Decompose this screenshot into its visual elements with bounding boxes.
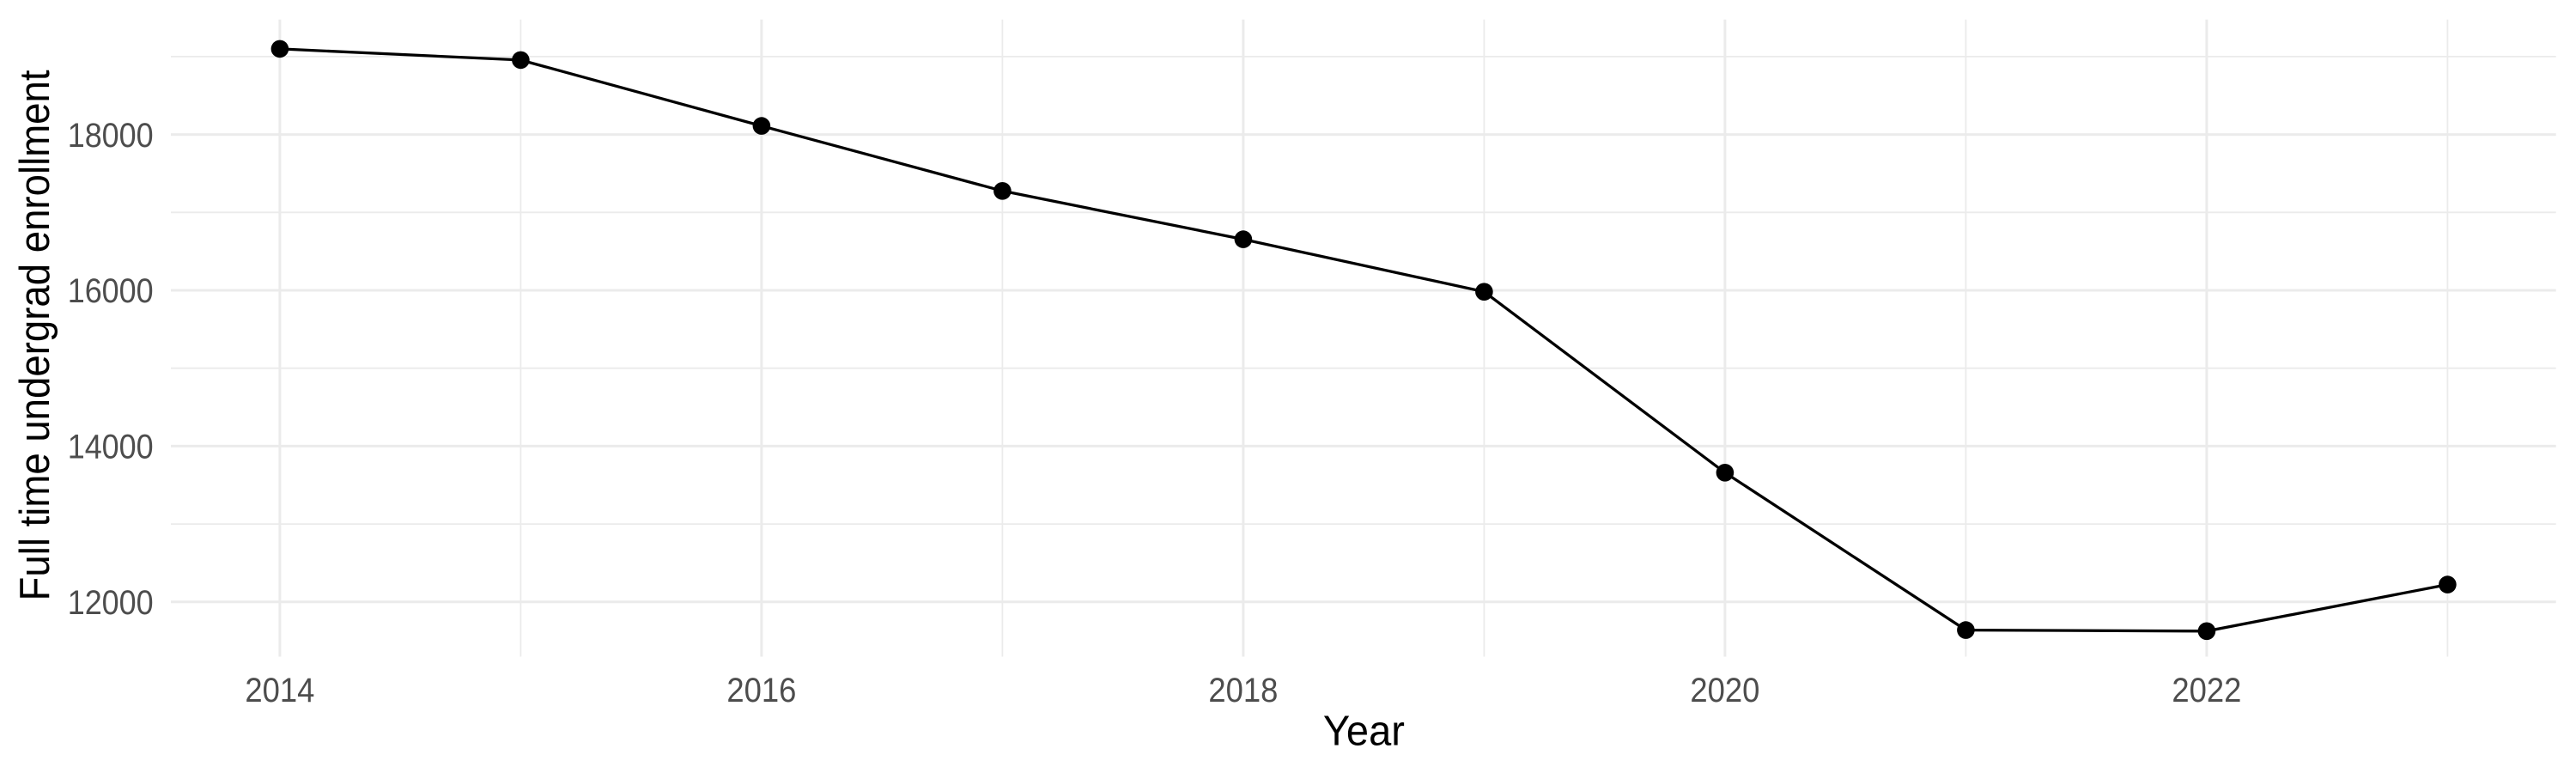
svg-text:2020: 2020 — [1690, 672, 1759, 709]
svg-text:2014: 2014 — [245, 672, 314, 709]
svg-text:12000: 12000 — [68, 584, 154, 622]
svg-text:2018: 2018 — [1208, 672, 1278, 709]
svg-text:2016: 2016 — [726, 672, 796, 709]
svg-text:16000: 16000 — [68, 272, 154, 310]
svg-text:Full time undergrad enrollment: Full time undergrad enrollment — [12, 70, 58, 600]
svg-text:14000: 14000 — [68, 429, 154, 466]
svg-text:Year: Year — [1323, 708, 1405, 754]
svg-text:2022: 2022 — [2172, 672, 2241, 709]
svg-text:18000: 18000 — [68, 117, 154, 155]
